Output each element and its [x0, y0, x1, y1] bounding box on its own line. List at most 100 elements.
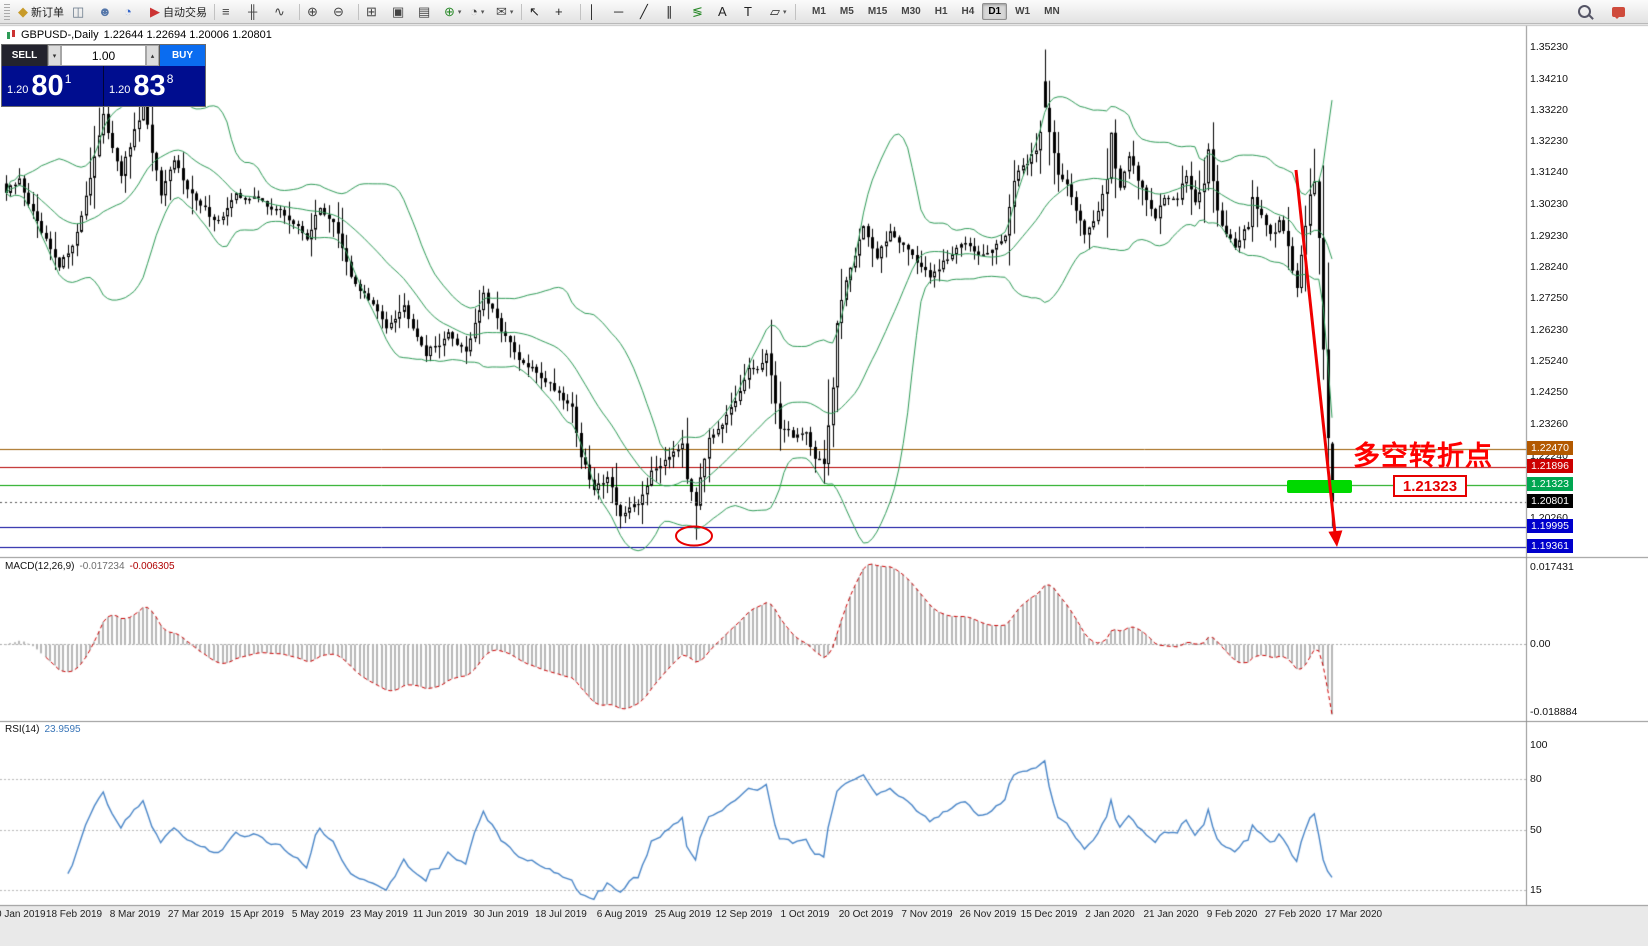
macd-label: MACD(12,26,9) -0.017234 -0.006305 — [5, 561, 175, 572]
rsi-tick: 50 — [1530, 824, 1542, 836]
date-label: 7 Nov 2019 — [901, 909, 953, 920]
date-label: 1 Oct 2019 — [780, 909, 830, 920]
price-tick: 1.25240 — [1530, 355, 1568, 368]
date-label: 18 Jul 2019 — [535, 909, 587, 920]
date-label: 6 Aug 2019 — [596, 909, 648, 920]
buy-price-panel[interactable]: 1.20 83 8 — [104, 66, 205, 106]
magnifier-icon — [1578, 5, 1591, 18]
auto-trading-button[interactable]: ▶ 自动交易 — [146, 1, 211, 23]
timeframe-h4-button[interactable]: H4 — [961, 6, 975, 17]
price-tick: 1.28240 — [1530, 260, 1568, 273]
chart-title: GBPUSD-,Daily 1.22644 1.22694 1.20006 1.… — [6, 29, 272, 41]
one-click-trading-panel: SELL ▾ ▴ BUY 1.20 80 1 1.20 83 8 — [1, 44, 206, 107]
add-indicator-button[interactable]: ⊕ ▾ — [440, 1, 466, 23]
date-label: 15 Dec 2019 — [1020, 909, 1078, 920]
trade-controls-row: SELL ▾ ▴ BUY — [2, 45, 205, 66]
rsi-tick: 100 — [1530, 739, 1548, 751]
date-label: 2 Jan 2020 — [1085, 909, 1135, 920]
toolbar: ◆ 新订单 ◫ ☻ ◔ ▶ 自动交易 ≡ ╫ ∿ ⊕ ⊖ ⊞ ▣ ▤ ⊕ ▾ ◔ ▾ ✉ ▾ ↖ + │ ─ ╱ ∥ ≶ A T ▱ ▾ M1… — [0, 0, 1648, 24]
label-button[interactable]: T — [740, 1, 766, 23]
zoom-out-button[interactable]: ⊖ — [329, 1, 355, 23]
volume-input[interactable] — [61, 45, 146, 66]
rsi-tick: 15 — [1530, 883, 1542, 896]
price-label-box: 1.21323 — [1527, 477, 1573, 492]
trade-prices-row: 1.20 80 1 1.20 83 8 — [2, 66, 205, 106]
symbol-icon — [7, 30, 15, 39]
horizontal-line-button[interactable]: ─ — [610, 1, 636, 23]
template-button-icon: ✉ — [496, 4, 507, 19]
date-label: 25 Aug 2019 — [654, 909, 712, 920]
line-chart-button[interactable]: ∿ — [270, 1, 296, 23]
timeframe-m15-button[interactable]: M15 — [867, 6, 888, 17]
crosshair-button[interactable]: + — [551, 1, 577, 23]
market-watch-button[interactable]: ◫ — [68, 1, 94, 23]
zoom-in-button[interactable]: ⊕ — [303, 1, 329, 23]
vertical-line-button[interactable]: │ — [584, 1, 610, 23]
chat-button[interactable] — [1608, 1, 1634, 23]
period-button[interactable]: ◔ ▾ — [466, 1, 492, 23]
date-label: 30 Jan 2019 — [0, 909, 46, 920]
toolbar-separator — [299, 3, 300, 20]
refresh-button[interactable]: ◔ — [120, 1, 146, 23]
bar-chart-button[interactable]: ≡ — [218, 1, 244, 23]
cursor-button[interactable]: ↖ — [525, 1, 551, 23]
crosshair-button-icon: + — [555, 4, 563, 19]
toolbar-separator — [521, 3, 522, 20]
rsi-name: RSI(14) — [5, 724, 40, 735]
cascade-windows-button[interactable]: ▣ — [388, 1, 414, 23]
vertical-line-button-icon: │ — [588, 4, 597, 19]
sell-price-panel[interactable]: 1.20 80 1 — [2, 66, 103, 106]
timeframe-m5-button[interactable]: M5 — [839, 6, 854, 17]
date-label: 12 Sep 2019 — [715, 909, 773, 920]
price-label-box: 1.19361 — [1527, 539, 1573, 553]
date-label: 27 Mar 2019 — [167, 909, 225, 920]
timeframe-w1-button[interactable]: W1 — [1015, 6, 1031, 17]
price-tick: 1.23260 — [1530, 417, 1568, 430]
date-label: 11 Jun 2019 — [412, 909, 468, 920]
turning-point-label[interactable]: 多空转折点 — [1353, 441, 1493, 471]
new-order-button[interactable]: ◆ 新订单 — [14, 1, 68, 23]
date-label: 18 Feb 2019 — [45, 909, 103, 920]
shapes-button[interactable]: ▱ ▾ — [766, 1, 792, 23]
text-button[interactable]: A — [714, 1, 740, 23]
toolbar-grip[interactable] — [4, 3, 10, 20]
volume-decrease-button[interactable]: ▾ — [48, 45, 61, 66]
buy-button[interactable]: BUY — [159, 45, 205, 66]
toolbar-right — [1574, 1, 1634, 23]
price-label-box: 1.22470 — [1527, 441, 1573, 456]
timeframe-d1-button[interactable]: D1 — [982, 3, 1008, 20]
volume-increase-button[interactable]: ▴ — [146, 45, 159, 66]
arrange-windows-button[interactable]: ▤ — [414, 1, 440, 23]
chart-symbol-period: GBPUSD-,Daily — [21, 29, 99, 41]
price-callout-box[interactable]: 1.21323 — [1393, 475, 1467, 497]
template-button[interactable]: ✉ ▾ — [492, 1, 518, 23]
price-tick: 1.34210 — [1530, 72, 1568, 85]
trendline-button[interactable]: ╱ — [636, 1, 662, 23]
new-order-button-label: 新订单 — [31, 6, 64, 19]
shapes-button-caret: ▾ — [783, 8, 787, 16]
date-label: 21 Jan 2020 — [1143, 909, 1199, 920]
channel-button[interactable]: ∥ — [662, 1, 688, 23]
tile-windows-button[interactable]: ⊞ — [362, 1, 388, 23]
date-label: 20 Oct 2019 — [838, 909, 894, 920]
candlestick-chart-button[interactable]: ╫ — [244, 1, 270, 23]
timeframe-h1-button[interactable]: H1 — [934, 6, 948, 17]
price-label-box: 1.20801 — [1527, 493, 1573, 508]
price-label-box: 1.21896 — [1527, 459, 1573, 474]
macd-signal-value: -0.006305 — [129, 561, 175, 572]
timeframe-mn-button[interactable]: MN — [1044, 6, 1060, 17]
accounts-button-icon: ☻ — [98, 4, 112, 19]
sell-button[interactable]: SELL — [2, 45, 48, 66]
refresh-button-icon: ◔ — [124, 4, 132, 19]
bar-chart-button-icon: ≡ — [222, 4, 230, 19]
fibonacci-button[interactable]: ≶ — [688, 1, 714, 23]
macd-name: MACD(12,26,9) — [5, 561, 75, 572]
arrange-windows-button-icon: ▤ — [418, 4, 431, 19]
support-zone-highlight[interactable] — [1287, 480, 1352, 493]
accounts-button[interactable]: ☻ — [94, 1, 120, 23]
timeframe-m30-button[interactable]: M30 — [901, 6, 921, 17]
timeframe-m1-button[interactable]: M1 — [812, 6, 826, 17]
search-button[interactable] — [1574, 1, 1600, 23]
